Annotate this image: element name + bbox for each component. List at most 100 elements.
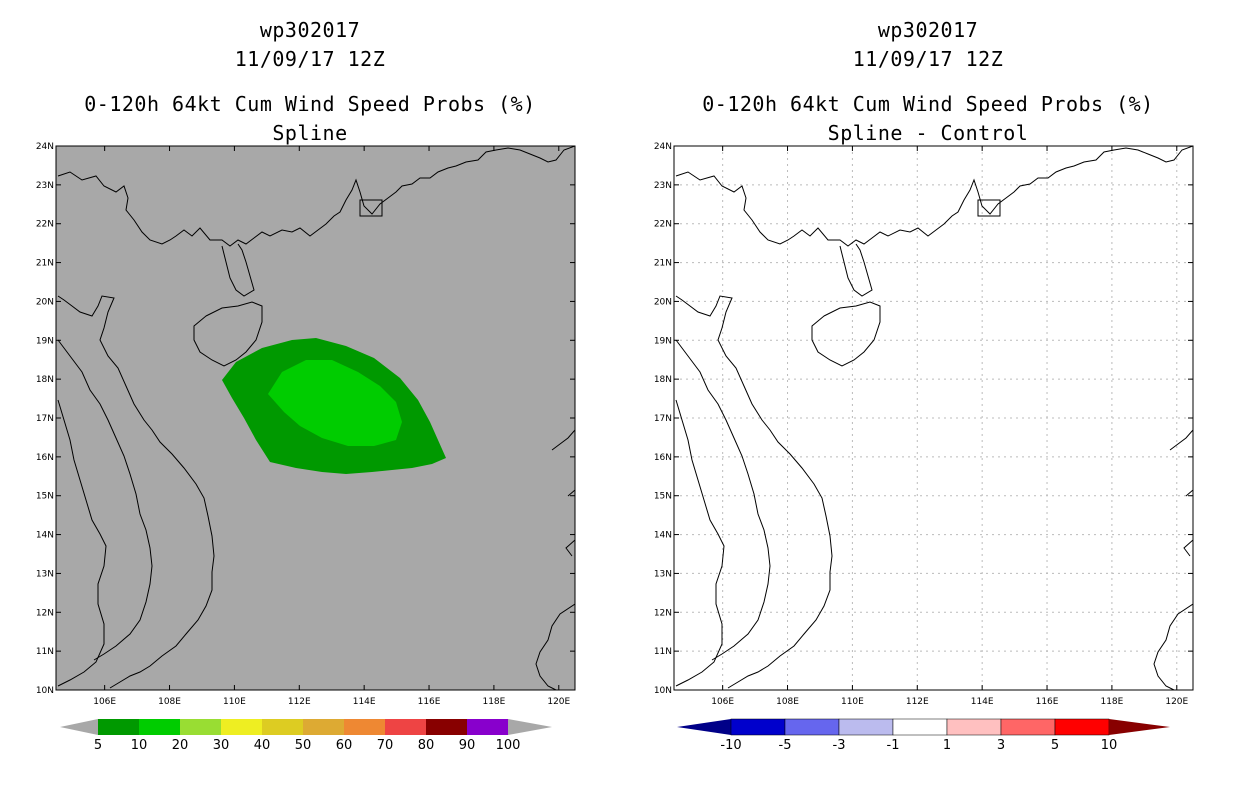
- left-product-title: 0-120h 64kt Cum Wind Speed Probs (%): [84, 92, 536, 116]
- lon-tick-label: 110E: [841, 697, 864, 707]
- lat-tick-label: 18N: [654, 375, 672, 385]
- right-map-panel: 106E 108E 110E 112E 114E 116E 118E 120E10N11N12…: [654, 142, 1194, 753]
- colorbar-label: -5: [779, 738, 792, 753]
- lat-tick-label: 23N: [36, 181, 54, 191]
- colorbar-swatch: [344, 719, 385, 735]
- left-colorbar: 5 10 20 30 40 50 60 70 80 90 100: [60, 719, 552, 753]
- lon-tick-label: 120E: [1165, 697, 1188, 707]
- lat-tick-label: 17N: [654, 414, 672, 424]
- colorbar-label: -3: [833, 738, 846, 753]
- left-datetime: 11/09/17 12Z: [234, 47, 386, 71]
- colorbar-label: 5: [94, 738, 102, 753]
- colorbar-label: 70: [377, 738, 394, 753]
- lat-tick-label: 15N: [654, 492, 672, 502]
- lat-tick-label: 22N: [36, 220, 54, 230]
- lon-tick-label: 108E: [158, 697, 181, 707]
- lat-tick-label: 17N: [36, 414, 54, 424]
- lon-tick-label: 114E: [971, 697, 994, 707]
- lat-tick-label: 21N: [36, 259, 54, 269]
- lon-tick-label: 112E: [288, 697, 311, 707]
- prob-contour-10-20: [268, 360, 402, 446]
- lat-tick-label: 19N: [654, 336, 672, 346]
- colorbar-swatch: [784, 718, 840, 736]
- lat-tick-label: 12N: [654, 608, 672, 618]
- colorbar-swatch: [1000, 718, 1056, 736]
- right-colorbar: -10 -5 -3 -1 1 3 5 10: [677, 718, 1170, 753]
- colorbar-label: 5: [1051, 738, 1059, 753]
- colorbar-label: 10: [1101, 738, 1118, 753]
- colorbar-label: 20: [172, 738, 189, 753]
- lon-tick-label: 116E: [1036, 697, 1059, 707]
- colorbar-swatch: [730, 718, 786, 736]
- colorbar-label: 3: [997, 738, 1005, 753]
- lat-tick-label: 14N: [36, 531, 54, 541]
- colorbar-swatch: [221, 719, 262, 735]
- colorbar-label: 60: [336, 738, 353, 753]
- lat-tick-label: 19N: [36, 336, 54, 346]
- lon-tick-label: 106E: [93, 697, 116, 707]
- lat-tick-label: 12N: [36, 608, 54, 618]
- lat-tick-label: 16N: [36, 453, 54, 463]
- colorbar-label: -1: [887, 738, 900, 753]
- lat-tick-label: 16N: [654, 453, 672, 463]
- right-subtitle: Spline - Control: [827, 121, 1029, 145]
- colorbar-end-low: [677, 719, 731, 735]
- lat-tick-label: 20N: [654, 297, 672, 307]
- lat-tick-label: 11N: [654, 647, 672, 657]
- lat-tick-label: 18N: [36, 375, 54, 385]
- colorbar-label: 80: [418, 738, 435, 753]
- right-product-title: 0-120h 64kt Cum Wind Speed Probs (%): [702, 92, 1154, 116]
- lat-tick-label: 24N: [654, 142, 672, 152]
- colorbar-swatch: [303, 719, 344, 735]
- colorbar-label: 50: [295, 738, 312, 753]
- colorbar-swatch: [467, 719, 508, 735]
- colorbar-label: 30: [213, 738, 230, 753]
- left-map-panel: 106E 108E 110E 112E 114E 116E 118E 120E 10N 11N 12…: [36, 142, 576, 753]
- lat-tick-label: 15N: [36, 492, 54, 502]
- lat-tick-label: 13N: [654, 569, 672, 579]
- lon-tick-label: 118E: [482, 697, 505, 707]
- right-datetime: 11/09/17 12Z: [852, 47, 1004, 71]
- lat-tick-label: 11N: [36, 647, 54, 657]
- left-storm-id: wp302017: [259, 18, 361, 42]
- colorbar-end-high: [508, 719, 552, 735]
- colorbar-swatch: [838, 718, 894, 736]
- lon-tick-label: 118E: [1100, 697, 1123, 707]
- colorbar-swatch: [1054, 718, 1110, 736]
- colorbar-swatch: [139, 719, 180, 735]
- lon-tick-label: 106E: [711, 697, 734, 707]
- colorbar-end-high: [1109, 719, 1170, 735]
- lat-tick-label: 10N: [654, 686, 672, 696]
- colorbar-label: -10: [720, 738, 741, 753]
- colorbar-swatch: [426, 719, 467, 735]
- lat-tick-label: 13N: [36, 569, 54, 579]
- lat-tick-label: 21N: [654, 259, 672, 269]
- colorbar-swatch: [262, 719, 303, 735]
- colorbar-end-low: [60, 719, 98, 735]
- colorbar-label: 40: [254, 738, 271, 753]
- lon-tick-label: 108E: [776, 697, 799, 707]
- lon-tick-label: 120E: [547, 697, 570, 707]
- lon-tick-label: 116E: [418, 697, 441, 707]
- left-subtitle: Spline: [272, 121, 348, 145]
- colorbar-swatch: [892, 718, 948, 736]
- lat-tick-label: 22N: [654, 220, 672, 230]
- right-storm-id: wp302017: [877, 18, 979, 42]
- colorbar-swatch: [946, 718, 1002, 736]
- colorbar-label: 100: [496, 738, 521, 753]
- lat-tick-label: 20N: [36, 297, 54, 307]
- left-panel-title: wp302017 11/09/17 12Z 0-120h 64kt Cum Wi…: [0, 16, 620, 148]
- lat-tick-label: 10N: [36, 686, 54, 696]
- colorbar-label: 1: [943, 738, 951, 753]
- right-axis-labels: 106E 108E 110E 112E 114E 116E 118E 120E 10N 11N 12…: [654, 142, 1193, 707]
- lat-tick-label: 24N: [36, 142, 54, 152]
- colorbar-swatch: [385, 719, 426, 735]
- left-axis-labels: 106E 108E 110E 112E 114E 116E 118E 120E 10N 11N 12…: [36, 142, 575, 707]
- colorbar-label: 10: [131, 738, 148, 753]
- lon-tick-label: 114E: [353, 697, 376, 707]
- right-panel-title: wp302017 11/09/17 12Z 0-120h 64kt Cum Wi…: [618, 16, 1236, 148]
- lat-tick-label: 14N: [654, 531, 672, 541]
- lat-tick-label: 23N: [654, 181, 672, 191]
- colorbar-swatch: [98, 719, 139, 735]
